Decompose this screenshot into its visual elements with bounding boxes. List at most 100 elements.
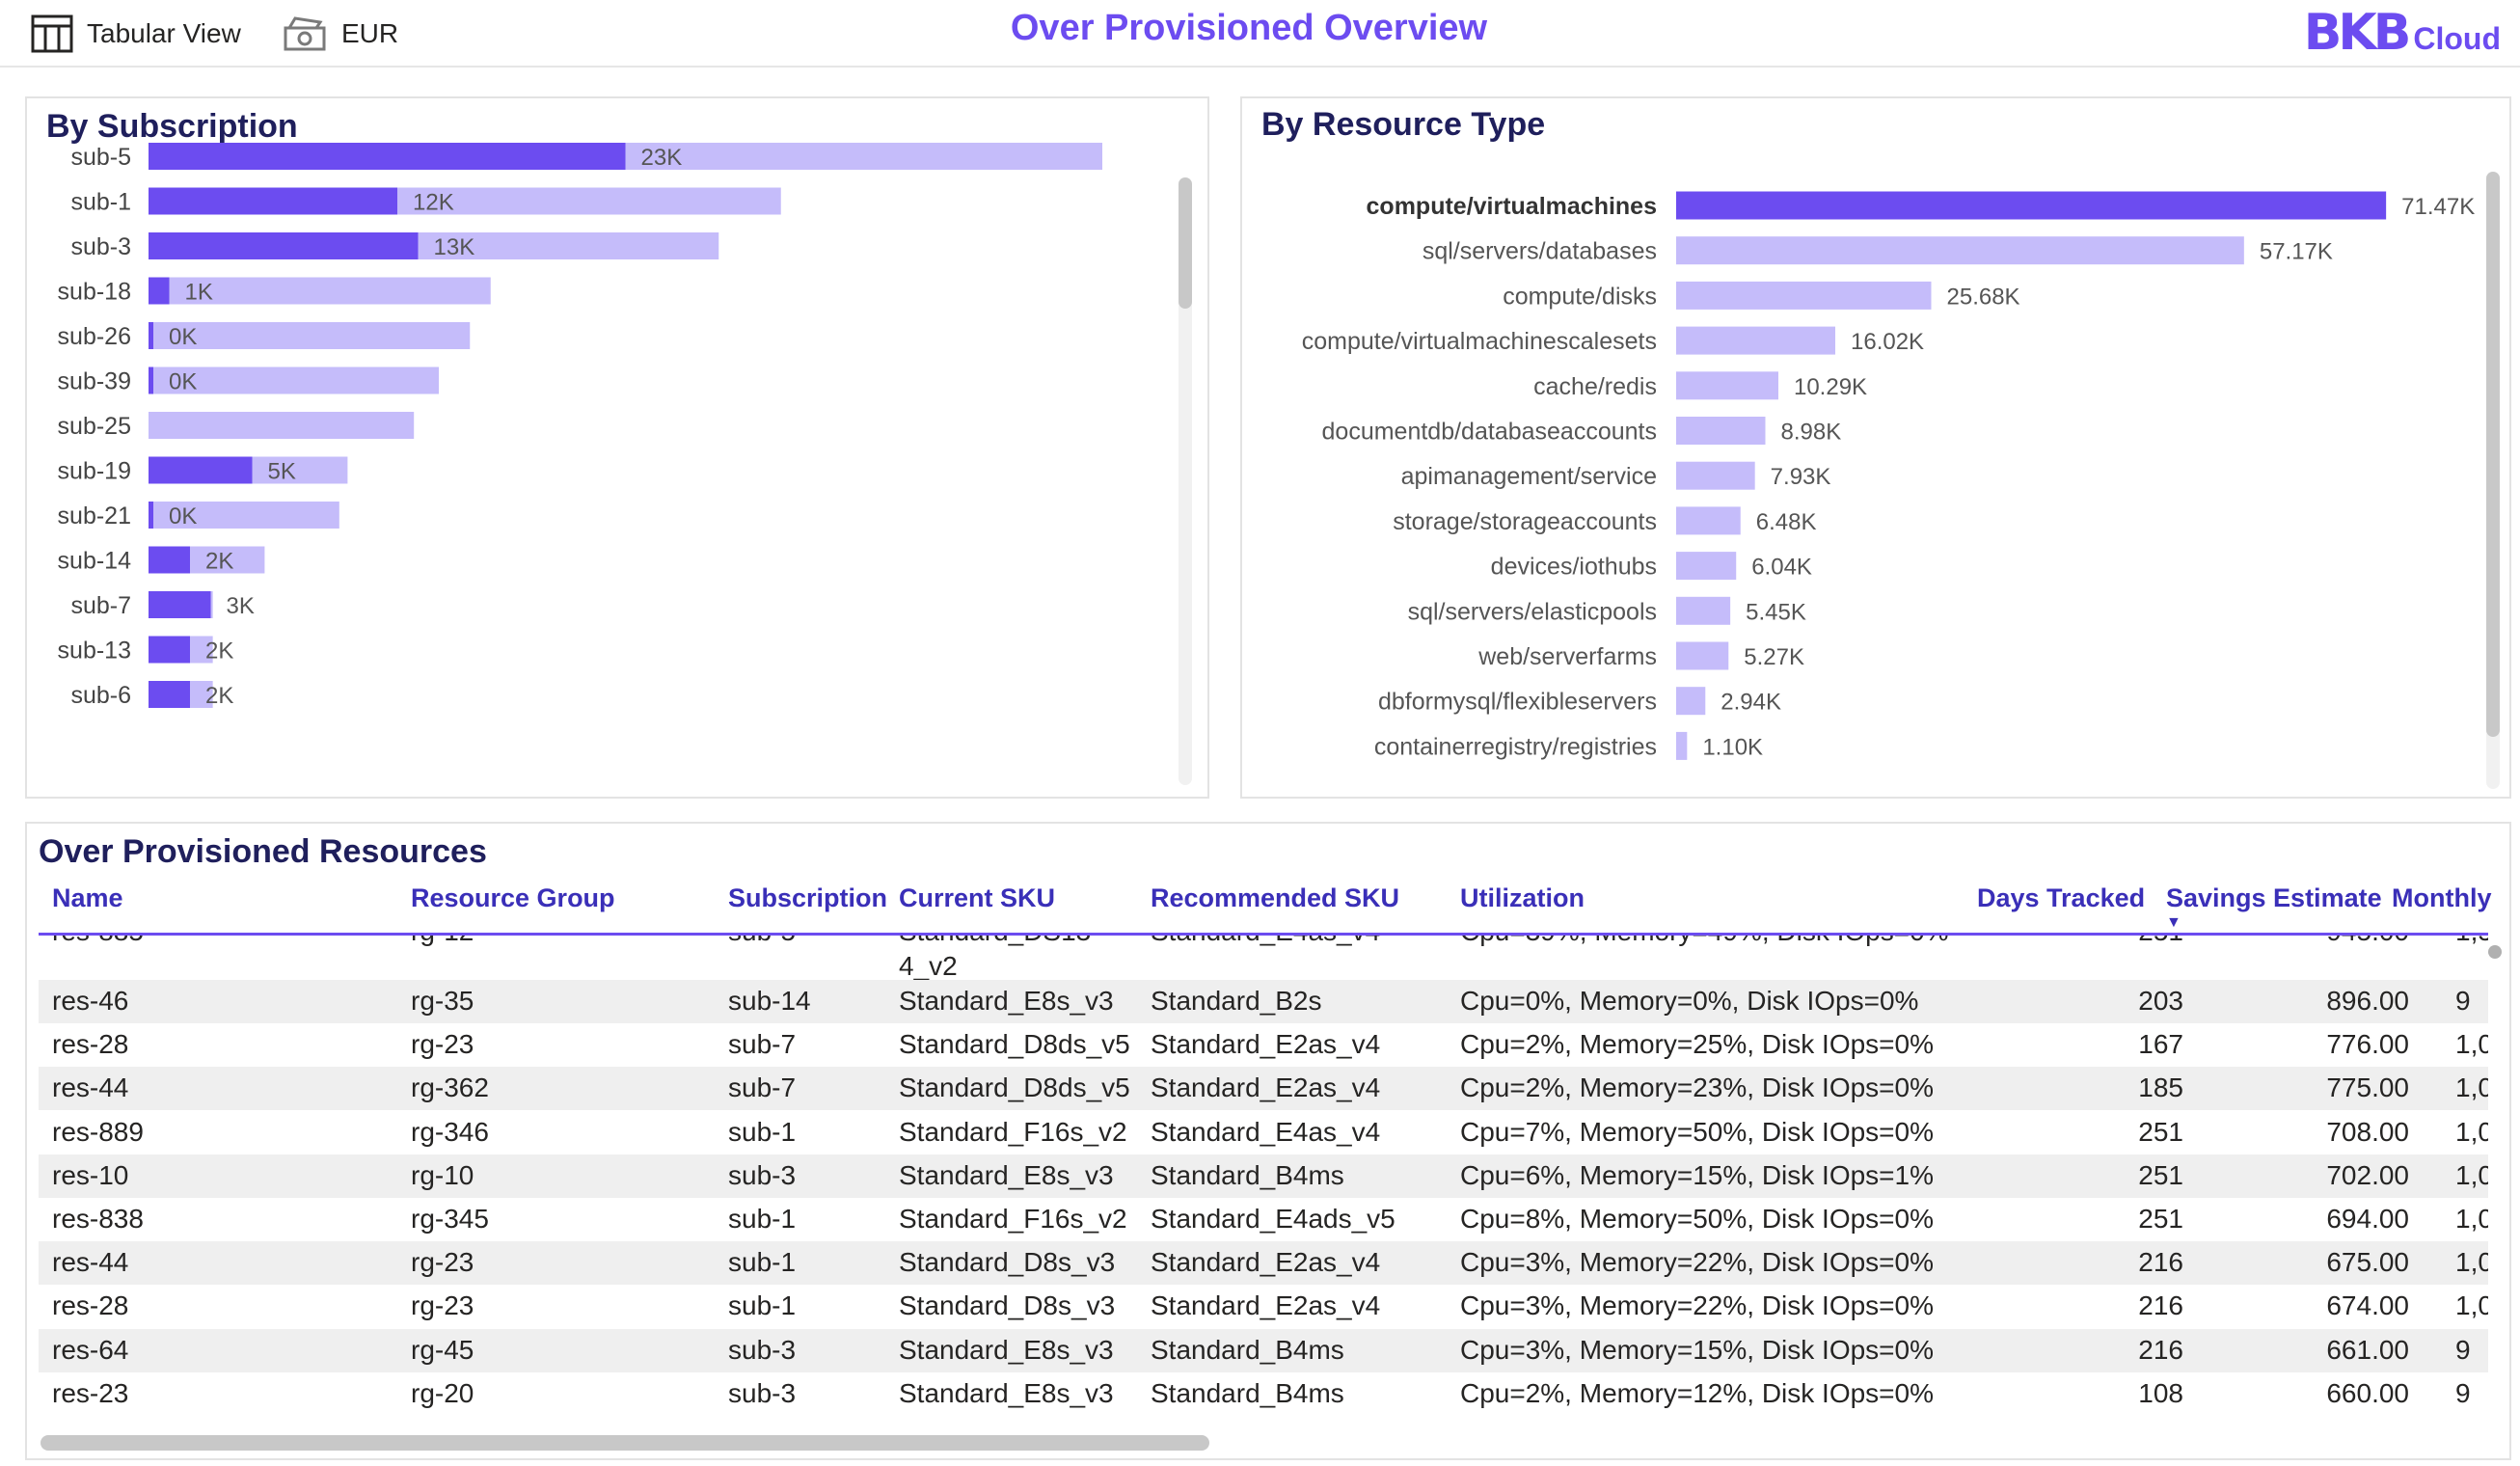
cell-sub: sub-3	[728, 1334, 797, 1365]
bar-total[interactable]	[149, 277, 491, 305]
table-row[interactable]: res-10 rg-10 sub-3 Standard_E8s_v3 Standard_…	[39, 1154, 2488, 1198]
col-savings-estimate[interactable]: Savings Estimate	[2166, 883, 2382, 912]
cell-name: res-28	[52, 1290, 129, 1321]
tabular-view-label: Tabular View	[87, 18, 241, 48]
category-label: storage/storageaccounts	[1393, 508, 1657, 535]
category-label: sub-3	[70, 233, 131, 260]
by-resource-type-scroll-thumb[interactable]	[2486, 172, 2500, 737]
bar-total[interactable]	[149, 322, 471, 349]
cell-monthly: 1,0	[2455, 1247, 2488, 1278]
bar-value[interactable]	[149, 143, 626, 170]
bar-value[interactable]	[1676, 641, 1729, 670]
cell-rg: rg-45	[411, 1334, 474, 1365]
cell-util: Cpu=3%, Memory=22%, Disk IOps=0%	[1460, 1247, 1934, 1278]
category-label: compute/virtualmachinescalesets	[1302, 328, 1657, 355]
data-label: 5.45K	[1746, 599, 1806, 625]
category-label: documentdb/databaseaccounts	[1322, 419, 1657, 446]
cell-days: 108	[2138, 1377, 2183, 1408]
cell-days: 216	[2138, 1247, 2183, 1278]
bar-value[interactable]	[149, 591, 211, 618]
table-row[interactable]: res-64 rg-45 sub-3 Standard_E8s_v3 Standard_…	[39, 1328, 2488, 1372]
bar-value[interactable]	[1676, 417, 1766, 445]
bar-value[interactable]	[149, 187, 397, 215]
tabular-view-button[interactable]: Tabular View	[31, 10, 241, 58]
cell-days: 185	[2138, 1072, 2183, 1103]
table-row[interactable]: res-889 rg-346 sub-1 Standard_F16s_v2 Standa…	[39, 1111, 2488, 1154]
by-subscription-scrollbar[interactable]	[1179, 177, 1192, 785]
table-row[interactable]: res-44 rg-23 sub-1 Standard_D8s_v3 Standard_…	[39, 1241, 2488, 1286]
table-row[interactable]: res-44 rg-362 sub-7 Standard_D8ds_v5 Standar…	[39, 1067, 2488, 1111]
bar-value[interactable]	[1676, 236, 2244, 265]
col-monthly[interactable]: Monthly	[2392, 883, 2492, 912]
table-row[interactable]: res-28 rg-23 sub-1 Standard_D8s_v3 Standard_…	[39, 1285, 2488, 1328]
bar-value[interactable]	[1676, 326, 1836, 355]
table-scroll-dot[interactable]	[2488, 945, 2502, 964]
table-body: res-885 rg-12 sub-5 Standard_DS13- 4_v2 …	[39, 936, 2488, 1427]
col-current-sku[interactable]: Current SKU	[899, 883, 1056, 912]
cell-recommended: Standard_E4as_v4	[1151, 936, 1380, 947]
data-label: 6.48K	[1756, 509, 1817, 535]
cell-monthly: 1,0	[2455, 1116, 2488, 1147]
sort-desc-icon[interactable]: ▼	[2166, 914, 2181, 931]
bar-value[interactable]	[1676, 281, 1932, 310]
bar-value[interactable]	[1676, 596, 1731, 625]
cell-monthly: 1,0	[2455, 1204, 2488, 1234]
cell-savings: 896.00	[2326, 986, 2409, 1016]
col-resource-group[interactable]: Resource Group	[411, 883, 615, 912]
table-row[interactable]: res-838 rg-345 sub-1 Standard_F16s_v2 Standa…	[39, 1198, 2488, 1241]
cell-savings: 660.00	[2326, 1377, 2409, 1408]
bar-total[interactable]	[149, 502, 339, 529]
col-subscription[interactable]: Subscription	[728, 883, 888, 912]
bar-value[interactable]	[1676, 731, 1688, 760]
category-label: dbformysql/flexibleservers	[1378, 689, 1657, 716]
cell-monthly: 1,0	[2455, 1072, 2488, 1103]
cell-days: 203	[2138, 986, 2183, 1016]
bar-total[interactable]	[149, 366, 439, 394]
table-row[interactable]: res-885 rg-12 sub-5 Standard_DS13- 4_v2 …	[39, 936, 2488, 981]
table-icon	[31, 14, 73, 53]
cell-recommended: Standard_E2as_v4	[1151, 1290, 1381, 1321]
by-subscription-scroll-thumb[interactable]	[1179, 177, 1192, 309]
bar-value[interactable]	[149, 322, 153, 349]
bar-value[interactable]	[1676, 191, 2387, 220]
table-row[interactable]: res-46 rg-35 sub-14 Standard_E8s_v3 Standard…	[39, 980, 2488, 1023]
bar-value[interactable]	[149, 277, 170, 305]
bar-value[interactable]	[149, 366, 153, 394]
bar-value[interactable]	[1676, 506, 1741, 535]
bar-value[interactable]	[149, 502, 153, 529]
cell-rg: rg-346	[411, 1116, 489, 1147]
bar-value[interactable]	[1676, 687, 1706, 716]
bar-value[interactable]	[149, 636, 190, 664]
cell-current: Standard_F16s_v2	[899, 1204, 1127, 1234]
data-label: 71.47K	[2401, 194, 2475, 220]
col-name[interactable]: Name	[52, 883, 123, 912]
bar-total[interactable]	[149, 412, 415, 439]
cell-util: Cpu=2%, Memory=25%, Disk IOps=0%	[1460, 1029, 1934, 1060]
bar-value[interactable]	[1676, 371, 1778, 400]
col-utilization[interactable]: Utilization	[1460, 883, 1585, 912]
bar-value[interactable]	[1676, 461, 1755, 490]
cell-rg: rg-12	[411, 936, 474, 947]
bar-value[interactable]	[149, 546, 190, 574]
data-label: 1K	[185, 280, 213, 306]
currency-button[interactable]: EUR	[282, 10, 398, 58]
bar-value[interactable]	[149, 232, 419, 259]
category-label: sub-26	[58, 323, 131, 350]
table-row[interactable]: res-28 rg-23 sub-7 Standard_D8ds_v5 Standard…	[39, 1023, 2488, 1067]
cell-current: Standard_E8s_v3	[899, 1377, 1114, 1408]
col-recommended-sku[interactable]: Recommended SKU	[1151, 883, 1400, 912]
bar-value[interactable]	[149, 681, 190, 708]
cell-util: Cpu=0%, Memory=0%, Disk IOps=0%	[1460, 986, 1919, 1016]
table-row[interactable]: res-23 rg-20 sub-3 Standard_E8s_v3 Standard_…	[39, 1372, 2488, 1416]
category-label: web/serverfarms	[1477, 643, 1657, 670]
table-horizontal-scroll-thumb[interactable]	[41, 1435, 1209, 1451]
bar-value[interactable]	[1676, 552, 1737, 581]
table-horizontal-scrollbar[interactable]	[41, 1435, 2452, 1451]
data-label: 2K	[205, 549, 233, 575]
report-header: Tabular View EUR Over Provisioned Overvi…	[0, 0, 2520, 68]
by-resource-type-scrollbar[interactable]	[2486, 172, 2500, 789]
table-scroll-thumb[interactable]	[2488, 945, 2502, 959]
bar-value[interactable]	[149, 456, 253, 484]
cell-rg: rg-10	[411, 1159, 474, 1190]
col-days-tracked[interactable]: Days Tracked	[1977, 883, 2146, 912]
